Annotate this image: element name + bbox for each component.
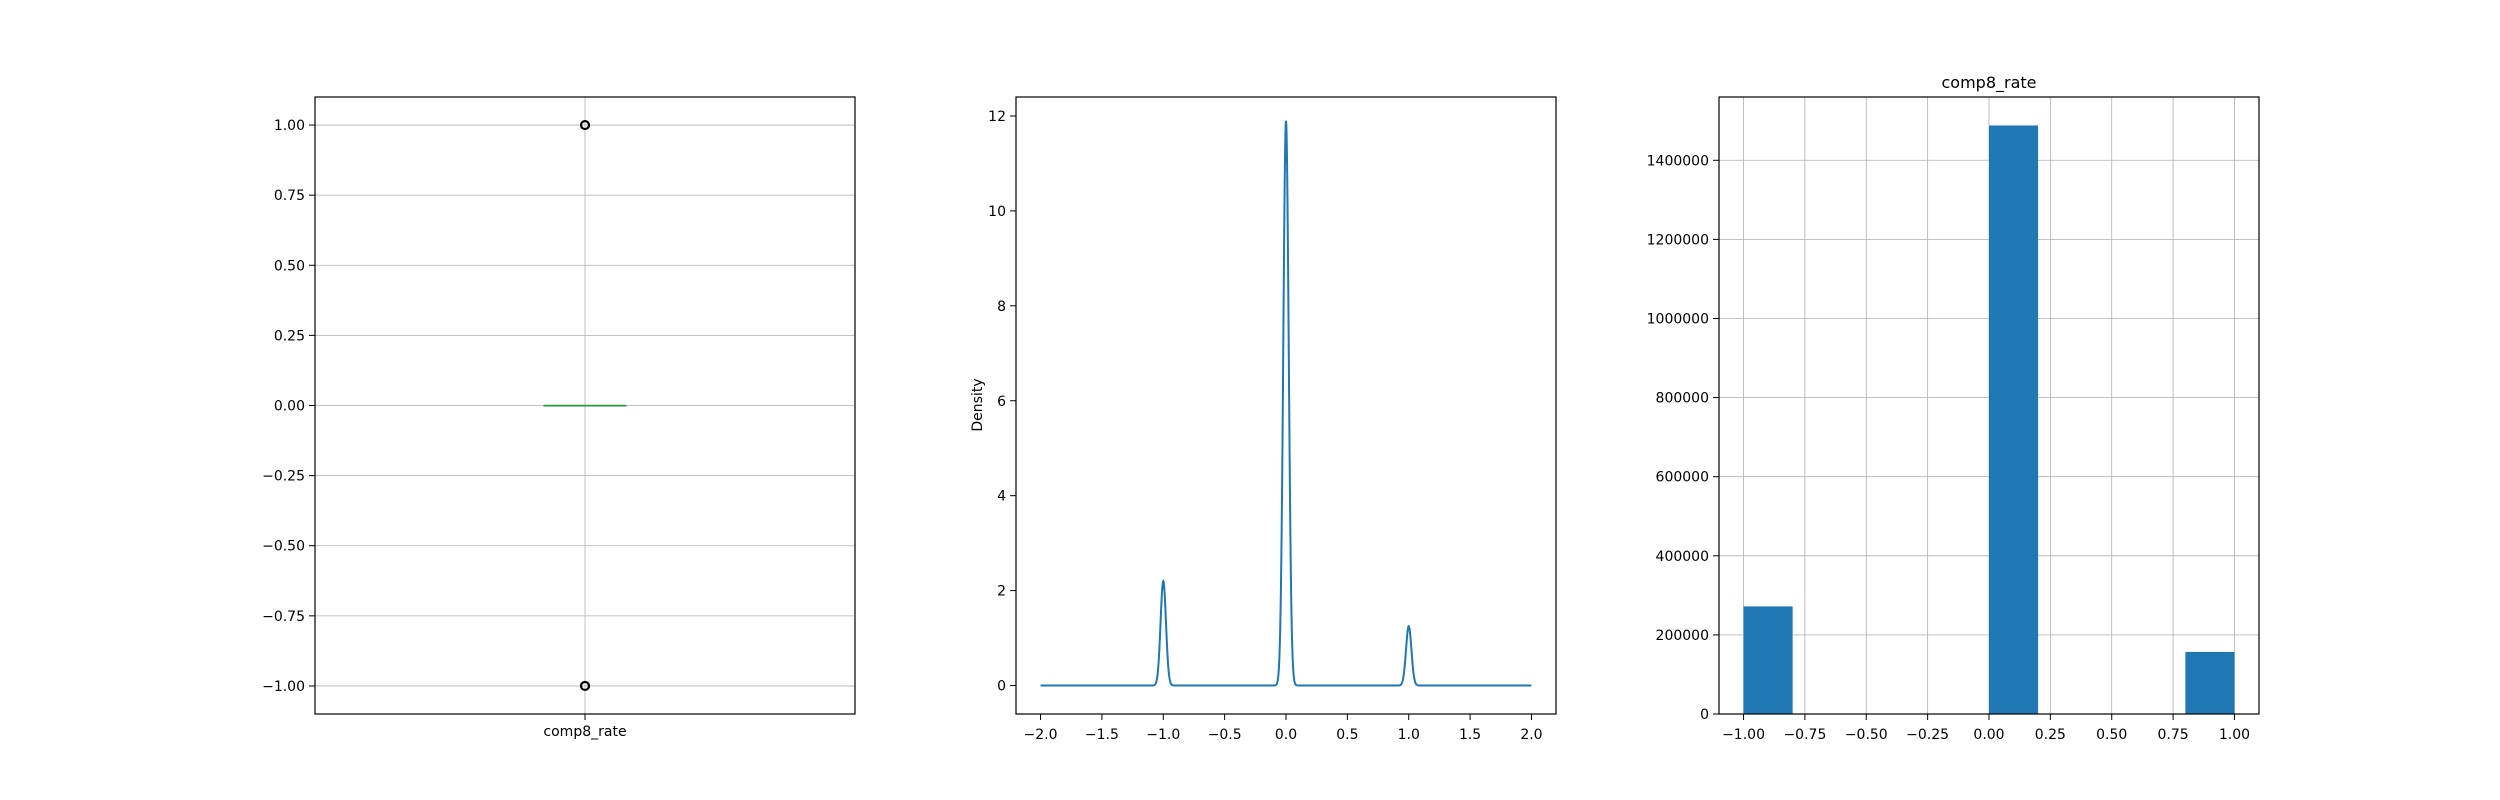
- x-tick-label: 0.50: [2096, 727, 2127, 743]
- y-tick-label: 600000: [1656, 470, 1709, 486]
- x-tick-label: −0.50: [1845, 727, 1888, 743]
- histogram-title: comp8_rate: [1941, 73, 2036, 93]
- histogram-bars: [1743, 125, 2235, 714]
- y-tick-label: −0.25: [262, 469, 305, 485]
- x-tick-label: −1.00: [1722, 727, 1765, 743]
- x-tick-label: −0.5: [1208, 727, 1242, 743]
- y-tick-label: 0: [1700, 707, 1709, 723]
- x-tick-label: 0.75: [2158, 727, 2189, 743]
- y-tick-label: 0.25: [274, 328, 305, 344]
- boxplot-marks: [543, 119, 627, 692]
- y-tick-label: 0.75: [274, 188, 305, 204]
- y-tick-label: 0.00: [274, 399, 305, 415]
- boxplot-category-label: comp8_rate: [543, 724, 626, 740]
- y-tick-label: 1000000: [1647, 311, 1709, 327]
- y-tick-label: −1.00: [262, 679, 305, 695]
- y-tick-label: −0.75: [262, 609, 305, 625]
- y-tick-label: 10: [988, 204, 1006, 220]
- y-tick-label: 1.00: [274, 118, 305, 134]
- x-tick-label: 0.25: [2035, 727, 2066, 743]
- boxplot-y-ticks: 1.00 0.75 0.50 0.25 0.00 −0.25 −0.50 −0.75 −1.00: [262, 118, 586, 720]
- x-tick-label: −2.0: [1024, 727, 1058, 743]
- y-tick-label: 12: [988, 109, 1006, 125]
- outlier-point: [579, 680, 591, 692]
- histogram-panel: comp8_rate −1.00 −0.75 −0.50 −0.25 0.00 0.25 0…: [1647, 73, 2260, 743]
- density-y-axis-label: Density: [970, 378, 986, 431]
- histogram-bar: [1989, 125, 2039, 714]
- density-x-ticks: −2.0 −1.5 −1.0 −0.5 0.0 0.5 1.0 1.5 2.0: [1024, 714, 1543, 743]
- x-tick-label: 1.5: [1459, 727, 1481, 743]
- x-tick-label: 0.0: [1275, 727, 1297, 743]
- x-tick-label: 1.0: [1398, 727, 1420, 743]
- density-marks: [1040, 120, 1532, 687]
- y-tick-label: 400000: [1656, 549, 1709, 565]
- histogram-bar: [1743, 606, 1793, 714]
- histogram-x-ticks: −1.00 −0.75 −0.50 −0.25 0.00 0.25 0.50 0.75 1.00: [1722, 714, 2250, 743]
- histogram-y-ticks: 0 200000 400000 600000 800000 1000000 1200000 1…: [1647, 153, 1719, 723]
- y-tick-label: 1200000: [1647, 232, 1709, 248]
- y-tick-label: 6: [997, 394, 1006, 410]
- x-tick-label: 2.0: [1520, 727, 1542, 743]
- outlier-point: [579, 119, 591, 131]
- density-panel: −2.0 −1.5 −1.0 −0.5 0.0 0.5 1.0 1.5 2.0 0 2 4 6 8 10 1…: [970, 96, 1557, 743]
- density-frame: [1015, 96, 1557, 715]
- density-y-ticks: 0 2 4 6 8 10 12: [988, 109, 1016, 695]
- y-tick-label: 4: [997, 489, 1006, 505]
- boxplot-panel: 1.00 0.75 0.50 0.25 0.00 −0.25 −0.50 −0.75 −1.00…: [262, 96, 856, 740]
- y-tick-label: 2: [997, 584, 1006, 600]
- x-tick-label: 1.00: [2219, 727, 2250, 743]
- y-tick-label: 8: [997, 299, 1006, 315]
- density-line: [1040, 120, 1532, 687]
- y-tick-label: 0.50: [274, 258, 305, 274]
- x-tick-label: −1.0: [1146, 727, 1180, 743]
- y-tick-label: −0.50: [262, 539, 305, 555]
- x-tick-label: 0.00: [1973, 727, 2004, 743]
- x-tick-label: −0.25: [1906, 727, 1949, 743]
- x-tick-label: 0.5: [1336, 727, 1358, 743]
- y-tick-label: 800000: [1656, 391, 1709, 407]
- y-tick-label: 200000: [1656, 628, 1709, 644]
- y-tick-label: 0: [997, 679, 1006, 695]
- histogram-bar: [2185, 651, 2235, 714]
- y-tick-label: 1400000: [1647, 153, 1709, 169]
- x-tick-label: −1.5: [1085, 727, 1119, 743]
- x-tick-label: −0.75: [1783, 727, 1826, 743]
